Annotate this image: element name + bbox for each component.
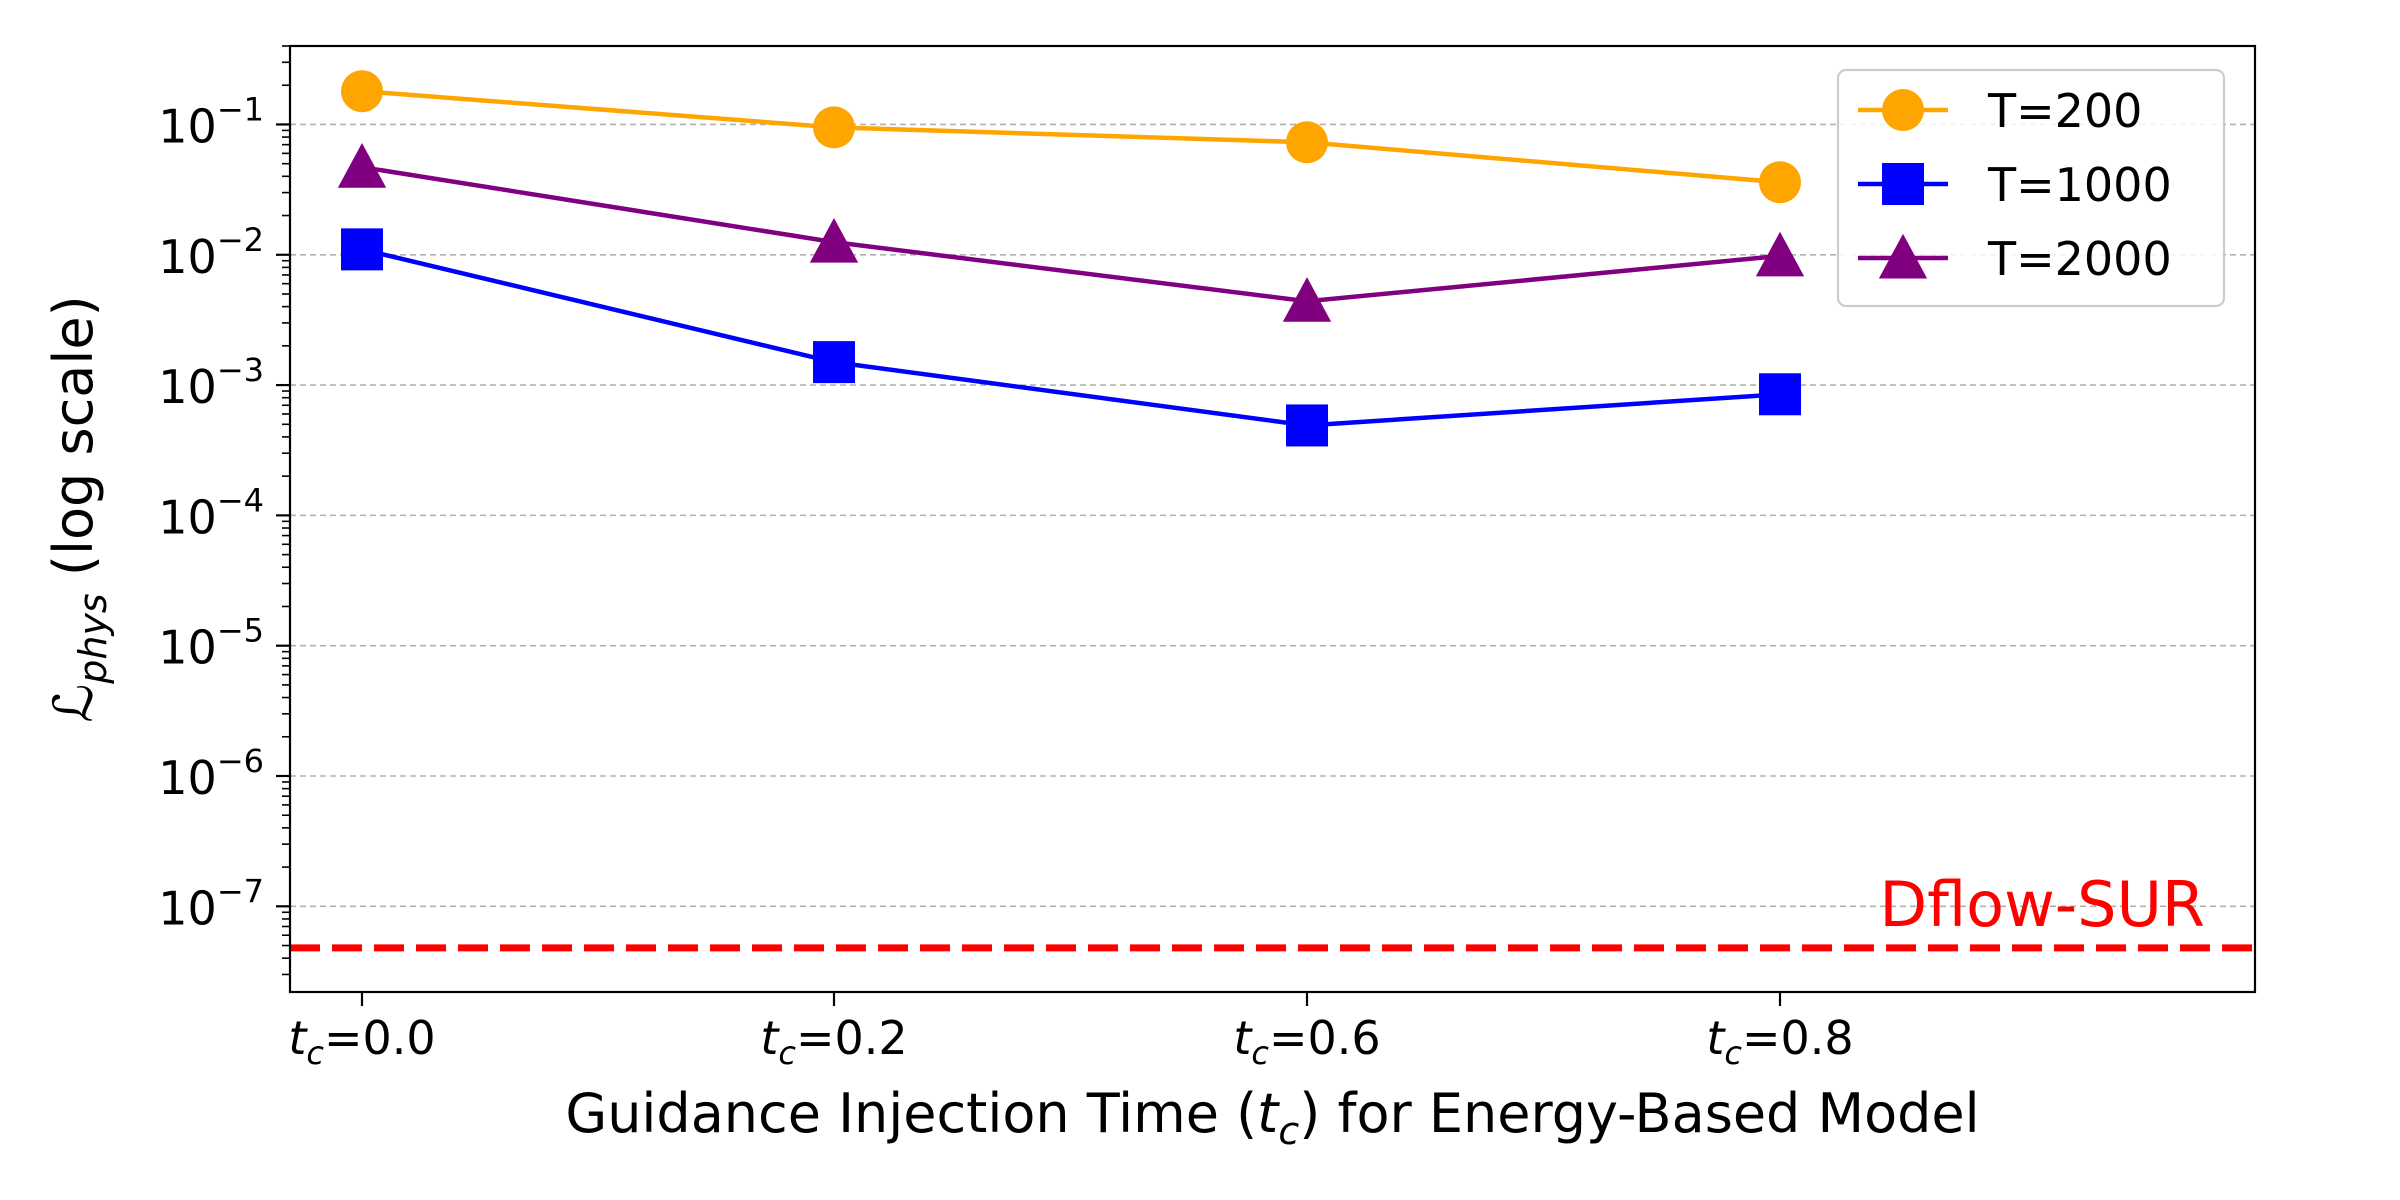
data-point [341,70,383,113]
reference-line-label: Dflow-SUR [1879,868,2205,941]
data-point [809,217,859,263]
x-tick-label: tc=0.8 [1706,1011,1853,1072]
legend-label: T=200 [1987,84,2142,138]
x-tick-label: tc=0.2 [760,1011,907,1072]
x-tick-label: tc=0.0 [288,1011,435,1072]
series-line [361,88,1781,185]
series-t-200 [341,70,1801,204]
y-tick-label: 10−1 [158,90,264,153]
plot-area-frame [288,44,2257,994]
x-tick-label: tc=0.6 [1233,1011,1380,1072]
y-tick-label: 10−5 [158,612,264,675]
data-point [813,106,855,149]
grid-lines [290,123,2255,908]
series-t-2000 [337,143,1805,322]
y-tick-label: 10−6 [158,742,264,805]
data-point [1286,404,1328,447]
legend-entry: T=1000 [1858,158,2172,212]
legend-label: T=2000 [1987,232,2172,286]
series-line [361,164,1781,304]
y-tick-label: 10−3 [158,351,264,414]
legend-box [1836,68,2226,308]
data-point [813,341,855,384]
series-t-1000 [341,228,1801,447]
y-axis-label: ℒphys (log scale) [42,295,115,722]
y-tick-label: 10−4 [158,481,264,544]
data-point [1282,277,1332,322]
reference-line-group: Dflow-SUR [290,868,2255,952]
legend-entry: T=2000 [1858,232,2172,286]
data-point [337,143,387,188]
x-axis-ticks: tc=0.0 tc=0.2 tc=0.6 tc=0.8 [288,992,1854,1072]
y-tick-label: 10−7 [158,872,264,935]
data-point [1759,373,1801,416]
legend-label: T=1000 [1987,158,2172,212]
legend-marker [1882,163,1924,205]
legend-marker [1882,89,1924,131]
y-axis-ticks: 10−7 10−6 10−5 10−4 10−3 10−2 10−1 [158,45,290,976]
data-point [1759,161,1801,204]
legend-marker [1878,233,1928,279]
data-point [1755,231,1805,277]
series-line [361,247,1781,428]
data-point [341,228,383,271]
legend-entry: T=200 [1858,84,2142,138]
legend: T=200 T=1000 T=2000 [1836,68,2226,308]
x-axis-label: Guidance Injection Time (tc) for Energy-… [565,1082,1979,1153]
data-point [1286,121,1328,164]
series-group [337,70,1805,447]
y-tick-label: 10−2 [158,221,264,284]
